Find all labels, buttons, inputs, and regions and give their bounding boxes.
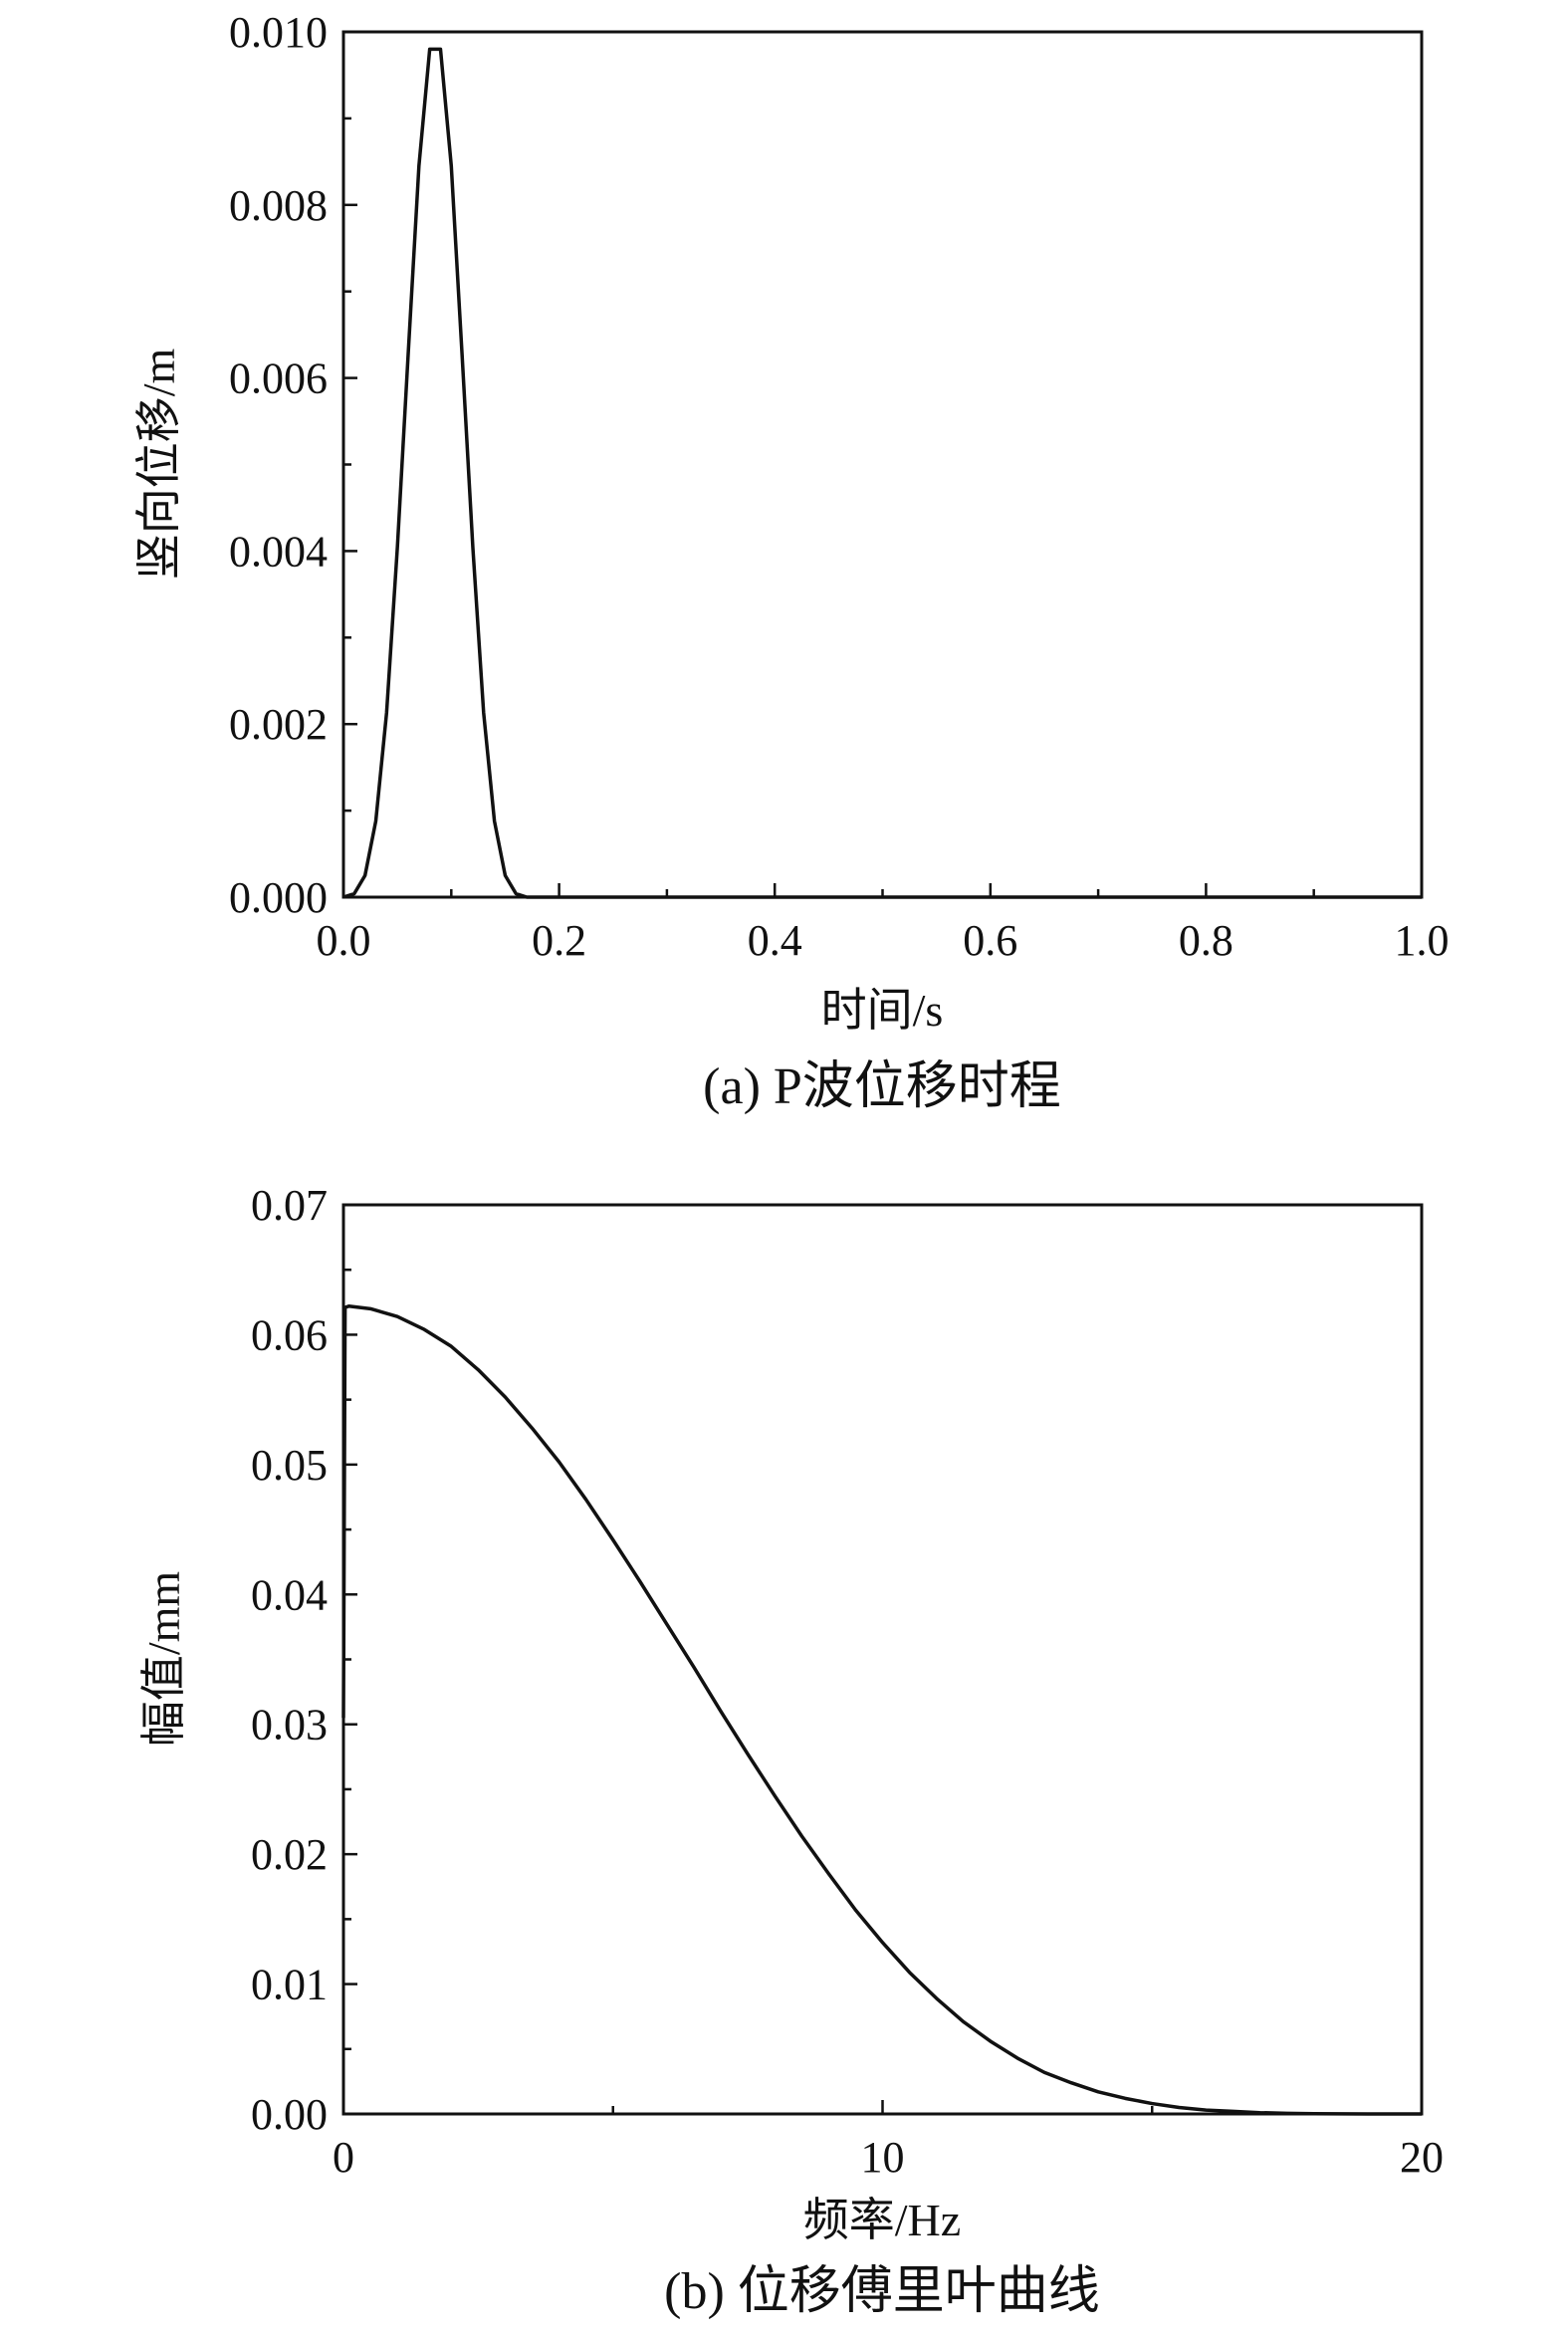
chart-a-xtick-label: 0.2 xyxy=(532,916,586,965)
chart-a-xtick-label: 1.0 xyxy=(1395,916,1450,965)
chart-a-series-line xyxy=(342,47,1422,899)
chart-b-title: (b) 位移傅里叶曲线 xyxy=(664,2263,1100,2320)
chart-b-ytick-label: 0.02 xyxy=(251,1830,328,1879)
chart-a-ytick-label: 0.010 xyxy=(229,8,328,57)
chart-b-ticks xyxy=(341,1203,1424,2116)
chart-b-xtick-label: 20 xyxy=(1400,2133,1444,2182)
chart-a-ytick-label: 0.000 xyxy=(229,873,328,922)
chart-a-ytick-label: 0.004 xyxy=(229,527,328,576)
chart-a-xtick-label: 0.0 xyxy=(317,916,371,965)
chart-b-ytick-label: 0.06 xyxy=(251,1310,328,1359)
chart-b-xlabel: 频率/Hz xyxy=(803,2195,961,2245)
chart-a-xlabel: 时间/s xyxy=(821,985,944,1036)
chart-b-series-line xyxy=(341,1303,1422,2116)
chart-a-ytick-label: 0.002 xyxy=(229,700,328,749)
chart-b-plot-frame xyxy=(341,1203,1424,2116)
chart-a-tick-labels: 0.0 0.2 0.4 0.6 0.8 1.0 0.000 0.002 0.004 0.006 0.… xyxy=(229,8,1450,965)
chart-b-xtick-label: 10 xyxy=(861,2133,905,2182)
chart-a-ytick-label: 0.006 xyxy=(229,354,328,403)
chart-a-ticks xyxy=(341,30,1424,899)
chart-b-ytick-label: 0.05 xyxy=(251,1441,328,1490)
chart-b-xtick-label: 0 xyxy=(333,2133,354,2182)
chart-b-ytick-label: 0.01 xyxy=(251,1961,328,2009)
chart-b-ylabel: 幅值/mm xyxy=(138,1571,189,1748)
chart-a-xtick-label: 0.8 xyxy=(1179,916,1233,965)
chart-a-title: (a) P波位移时程 xyxy=(703,1058,1061,1115)
chart-b: 0 10 20 0.00 0.01 0.02 0.03 0.04 0.05 0.06 0.07 频率… xyxy=(138,1181,1444,2320)
chart-b-tick-labels: 0 10 20 0.00 0.01 0.02 0.03 0.04 0.05 0.06 0.07 xyxy=(251,1181,1444,2182)
chart-a-xtick-label: 0.4 xyxy=(748,916,802,965)
chart-a-ytick-label: 0.008 xyxy=(229,181,328,230)
chart-a-ylabel: 竖向位移/m xyxy=(133,349,184,581)
chart-b-ytick-label: 0.04 xyxy=(251,1570,328,1619)
chart-b-ytick-label: 0.03 xyxy=(251,1701,328,1750)
chart-a-xtick-label: 0.6 xyxy=(963,916,1017,965)
chart-a: 0.0 0.2 0.4 0.6 0.8 1.0 0.000 0.002 0.004 0.006 0.… xyxy=(133,8,1450,1115)
chart-b-ytick-label: 0.00 xyxy=(251,2090,328,2139)
chart-b-ytick-label: 0.07 xyxy=(251,1181,328,1230)
chart-a-plot-frame xyxy=(341,30,1424,899)
